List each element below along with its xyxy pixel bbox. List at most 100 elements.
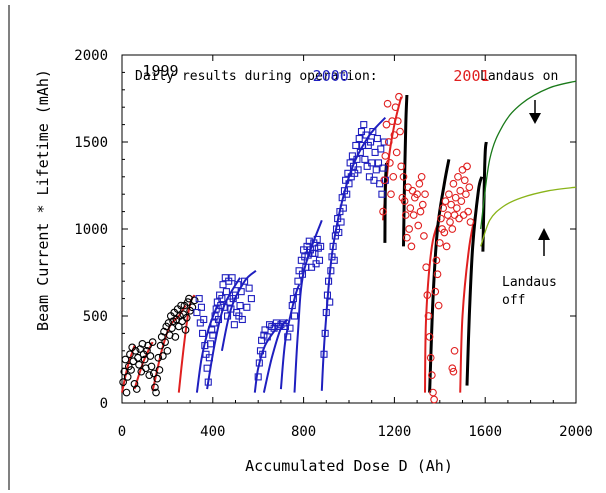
data-point-2000: [322, 308, 330, 317]
data-point-1999: [149, 369, 158, 378]
data-point-2000: [313, 235, 321, 243]
data-point-2001: [407, 242, 416, 251]
data-point-1999: [147, 362, 156, 371]
data-point-2000: [343, 190, 351, 198]
data-point-2001: [417, 172, 426, 181]
data-point-2000: [238, 315, 246, 324]
fit-curve-2000: [195, 305, 219, 393]
data-point-2001: [447, 200, 456, 209]
data-point-2000: [289, 295, 297, 303]
data-point-2001: [379, 207, 387, 216]
arrow-landaus-on: [529, 100, 541, 124]
data-point-2000: [261, 326, 269, 334]
data-point-2001: [418, 200, 427, 209]
data-point-2000: [293, 288, 301, 296]
data-point-2001: [400, 197, 409, 206]
data-point-1999: [119, 378, 127, 386]
data-points: [119, 92, 475, 404]
data-point-2001: [387, 190, 395, 199]
data-point-2000: [220, 303, 228, 311]
data-point-2000: [197, 303, 205, 311]
y-tick-label: 1000: [74, 222, 108, 238]
data-point-2000: [325, 277, 333, 285]
data-point-2000: [372, 166, 380, 174]
landau-curve: [480, 80, 577, 230]
data-point-2000: [371, 148, 379, 156]
data-point-2000: [305, 237, 313, 245]
data-point-2001: [408, 186, 417, 195]
data-point-1999: [174, 322, 183, 331]
data-point-1999: [126, 350, 134, 359]
data-point-2000: [290, 312, 299, 320]
data-point-2001: [386, 159, 394, 167]
data-point-2001: [441, 197, 450, 206]
data-point-2000: [379, 164, 387, 172]
data-point-2001: [405, 225, 414, 233]
data-point-2000: [323, 291, 331, 299]
year-label-2001: 2001: [453, 67, 489, 85]
data-point-2001: [457, 197, 466, 206]
x-tick-label: 0: [118, 424, 126, 440]
data-point-2000: [205, 354, 213, 362]
year-labels: 1999 2000 2001: [142, 62, 489, 85]
data-point-2000: [277, 321, 285, 329]
data-point-2000: [380, 138, 388, 146]
y-axis-title: Beam Current * Lifetime (mAh): [34, 69, 52, 331]
data-point-2001: [395, 92, 403, 101]
year-label-1999: 1999: [142, 62, 178, 80]
data-point-2001: [388, 117, 396, 125]
data-point-2001: [449, 179, 458, 188]
data-point-2000: [326, 298, 334, 306]
plot-frame: [121, 54, 577, 404]
data-point-2000: [222, 288, 230, 296]
landau-curve: [480, 186, 577, 247]
data-point-1999: [188, 303, 197, 312]
data-point-2001: [420, 232, 428, 240]
data-point-2000: [367, 138, 375, 146]
data-point-2001: [450, 211, 459, 219]
data-point-2000: [355, 134, 363, 143]
data-point-2001: [431, 287, 440, 296]
data-point-2001: [421, 190, 429, 199]
fit-curve-2000: [253, 327, 278, 393]
data-point-2001: [391, 103, 400, 112]
data-point-2001: [384, 138, 393, 146]
annotation-landaus-on: Landaus on: [480, 69, 558, 84]
data-point-2001: [459, 211, 468, 219]
fit-curves: [121, 80, 577, 393]
data-point-2000: [286, 324, 294, 332]
fit-curve-black: [383, 162, 388, 243]
data-point-2000: [199, 329, 207, 337]
fit-curve-black: [465, 176, 484, 386]
data-point-2000: [237, 288, 245, 296]
data-point-2000: [193, 308, 201, 317]
data-point-2001: [437, 214, 445, 223]
y-tick-label: 500: [83, 309, 108, 325]
data-point-1999: [159, 352, 167, 360]
data-point-2000: [206, 340, 215, 348]
data-point-2000: [243, 303, 251, 311]
data-point-2000: [247, 295, 255, 303]
data-point-2001: [415, 179, 424, 188]
data-point-2001: [434, 301, 443, 310]
data-point-2001: [414, 221, 423, 230]
data-point-2001: [454, 172, 462, 181]
x-tick-label: 1200: [378, 424, 412, 440]
data-point-2001: [435, 239, 444, 247]
data-point-2000: [270, 324, 278, 332]
data-point-2001: [396, 127, 404, 136]
data-point-2000: [354, 166, 362, 174]
data-point-2001: [399, 172, 408, 181]
fit-curve-2000: [262, 318, 289, 393]
data-point-2001: [406, 204, 415, 212]
data-point-2000: [224, 312, 232, 320]
data-point-2000: [208, 326, 216, 334]
data-point-1999: [120, 367, 129, 376]
annotation-daily-results: Daily results during operation:: [135, 69, 378, 84]
data-point-2000: [361, 155, 369, 163]
data-point-1999: [148, 338, 157, 346]
data-point-2001: [424, 312, 433, 320]
data-point-1999: [151, 383, 159, 392]
fit-curve-2001: [459, 211, 478, 393]
